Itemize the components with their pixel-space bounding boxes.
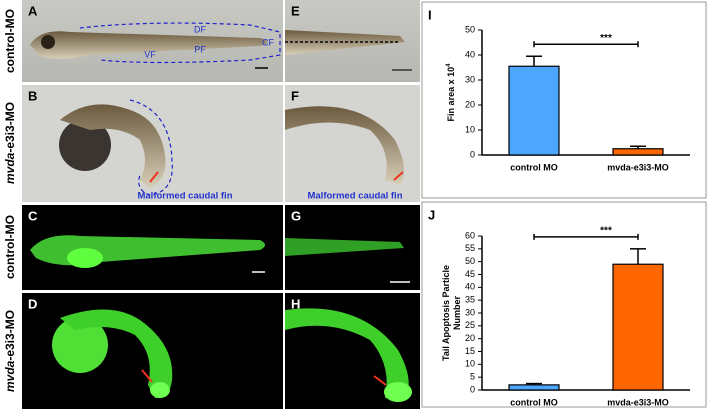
row-label-part: control-MO	[3, 9, 17, 73]
row-label-part: mvda	[3, 360, 17, 392]
row-label: control-MO	[3, 9, 17, 73]
y-tick-label: 55	[465, 243, 475, 253]
panel-label: C	[28, 208, 38, 223]
y-tick-label: 35	[465, 295, 475, 305]
panel-label: F	[291, 88, 299, 103]
y-tick-label: 20	[465, 333, 475, 343]
annotation: DF	[194, 24, 206, 34]
y-tick-label: 45	[465, 269, 475, 279]
y-axis-label: Fin area x 104	[446, 63, 457, 122]
bar	[508, 65, 560, 156]
y-tick-label: 40	[465, 49, 475, 59]
annotation: Malformed caudal fin	[137, 191, 232, 202]
row-label: mvda-e3i3-MO	[3, 310, 17, 392]
bar	[612, 148, 664, 156]
error-bar	[630, 248, 646, 265]
y-tick-label: 0	[470, 384, 475, 394]
row-label-part: mvda	[3, 152, 17, 184]
x-tick-label: control MO	[510, 397, 558, 407]
panel-label: G	[291, 208, 301, 223]
y-axis-label-sup: 4	[446, 63, 452, 67]
significance-label: ***	[600, 225, 612, 236]
x-tick-label: mvda-e3i3-MO	[607, 397, 669, 407]
y-tick-label: 25	[465, 320, 475, 330]
y-tick-label: 5	[470, 372, 475, 382]
y-tick-label: 30	[465, 307, 475, 317]
y-tick-label: 50	[465, 256, 475, 266]
row-label-part: -e3i3-MO	[3, 310, 17, 361]
error-bar	[526, 55, 542, 67]
annotation: VF	[144, 49, 156, 59]
y-tick-label: 10	[465, 359, 475, 369]
y-tick-label: 40	[465, 282, 475, 292]
panel-label: I	[428, 7, 432, 22]
error-bar	[630, 145, 646, 149]
panel-label: H	[291, 296, 300, 311]
annotation: Malformed caudal fin	[307, 191, 402, 202]
panel-label: B	[28, 88, 37, 103]
row-label: mvda-e3i3-MO	[3, 102, 17, 184]
panel-label: D	[28, 296, 37, 311]
annotation: CF	[262, 37, 274, 47]
y-tick-label: 20	[465, 99, 475, 109]
y-tick-label: 15	[465, 346, 475, 356]
y-axis-label-line: Number	[452, 296, 462, 331]
x-tick-label: mvda-e3i3-MO	[607, 162, 669, 172]
x-tick-label: control MO	[510, 162, 558, 172]
bar	[612, 263, 664, 391]
bar	[508, 384, 560, 391]
panel-label: J	[428, 207, 435, 222]
row-label: control-MO	[3, 215, 17, 279]
y-axis-label-line: Fin area x 10	[446, 67, 456, 122]
micrographs	[22, 0, 420, 409]
y-tick-label: 50	[465, 24, 475, 34]
annotation: PF	[194, 44, 206, 54]
y-axis-label: Tail Apoptosis ParticleNumber	[441, 265, 462, 361]
row-label-part: -e3i3-MO	[3, 102, 17, 153]
row-label-part: control-MO	[3, 215, 17, 279]
y-tick-label: 10	[465, 124, 475, 134]
y-tick-label: 0	[470, 149, 475, 159]
panel-label: A	[28, 3, 38, 18]
panel-label: E	[291, 3, 300, 18]
y-tick-label: 30	[465, 74, 475, 84]
chart-frame	[421, 1, 707, 199]
y-axis-label-line: Tail Apoptosis Particle	[441, 265, 451, 361]
error-bar	[526, 382, 542, 385]
significance-label: ***	[600, 33, 612, 44]
y-tick-label: 60	[465, 230, 475, 240]
